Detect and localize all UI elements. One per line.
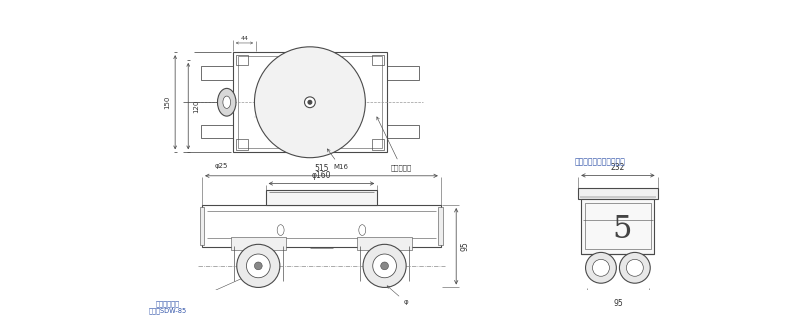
- Ellipse shape: [277, 225, 284, 235]
- Text: 95: 95: [461, 241, 470, 251]
- Bar: [585, 203, 650, 249]
- Text: 120: 120: [193, 99, 199, 113]
- Text: 44: 44: [241, 37, 249, 41]
- Bar: [357, 237, 412, 250]
- Bar: [578, 188, 658, 199]
- Text: 150: 150: [165, 96, 170, 109]
- Circle shape: [381, 262, 389, 270]
- Text: 95: 95: [613, 299, 622, 308]
- Text: φ160: φ160: [312, 171, 331, 180]
- Circle shape: [237, 244, 280, 288]
- Circle shape: [308, 100, 312, 104]
- Circle shape: [619, 252, 650, 283]
- Bar: [387, 125, 419, 139]
- Bar: [230, 237, 286, 250]
- Text: ウレタン車輪: ウレタン車輪: [155, 300, 179, 307]
- Circle shape: [373, 254, 397, 278]
- Text: ターンテーブル：ゴム板: ターンテーブル：ゴム板: [574, 157, 626, 166]
- Text: 型式：SDW-85: 型式：SDW-85: [148, 307, 186, 314]
- Circle shape: [586, 252, 616, 283]
- Text: 232: 232: [610, 163, 625, 172]
- Bar: [266, 190, 378, 205]
- Bar: [371, 139, 384, 150]
- Bar: [201, 125, 233, 139]
- Circle shape: [593, 259, 610, 276]
- Circle shape: [254, 47, 366, 158]
- Bar: [238, 56, 382, 148]
- Text: φ25: φ25: [214, 163, 228, 169]
- Bar: [371, 54, 384, 65]
- Ellipse shape: [218, 88, 236, 116]
- Text: M16: M16: [327, 149, 348, 170]
- Ellipse shape: [223, 96, 230, 109]
- Bar: [236, 139, 248, 150]
- Bar: [202, 205, 441, 247]
- Text: 製品ラベル: 製品ラベル: [377, 117, 412, 171]
- Circle shape: [626, 259, 643, 276]
- Bar: [236, 54, 248, 65]
- Circle shape: [363, 244, 406, 288]
- Text: 515: 515: [314, 164, 329, 173]
- Bar: [438, 207, 443, 245]
- Text: 5: 5: [612, 214, 631, 245]
- Circle shape: [254, 262, 262, 270]
- Bar: [582, 199, 654, 254]
- Bar: [387, 66, 419, 80]
- Bar: [233, 52, 387, 152]
- Bar: [201, 66, 233, 80]
- Circle shape: [305, 97, 315, 108]
- Circle shape: [246, 254, 270, 278]
- Bar: [200, 207, 205, 245]
- Ellipse shape: [358, 225, 366, 235]
- Text: φ: φ: [387, 286, 409, 305]
